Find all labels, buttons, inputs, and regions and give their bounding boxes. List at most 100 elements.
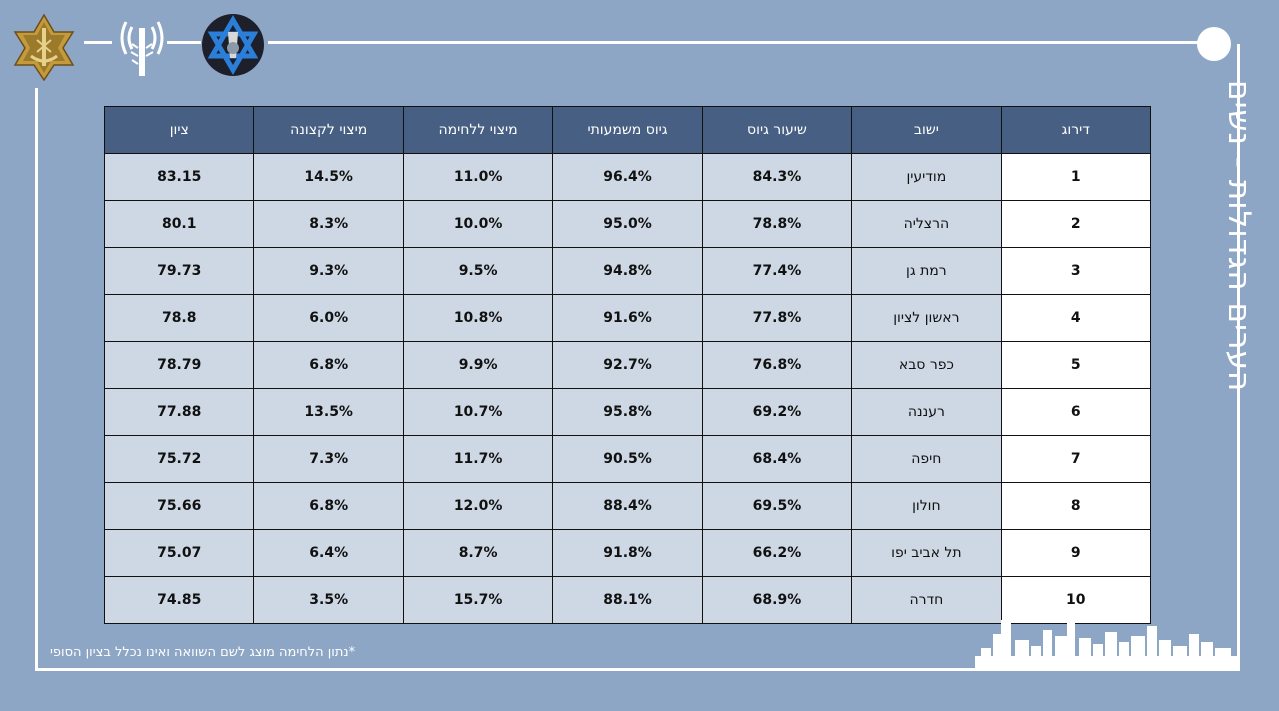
cell-rank: 5 xyxy=(1000,341,1152,389)
cell-city: רעננה xyxy=(851,388,1002,436)
page-title: הערים הגדולות - נשים xyxy=(1221,80,1257,393)
frame-circle-ornament xyxy=(1197,27,1231,61)
cell-combat-utilization: 12.0% xyxy=(402,482,554,530)
cell-city: מודיעין xyxy=(851,153,1002,201)
cell-officer-utilization: 7.3% xyxy=(253,435,404,483)
cell-rank: 9 xyxy=(1000,529,1152,577)
cell-meaningful-enlistment: 95.8% xyxy=(552,388,703,436)
cell-rank: 8 xyxy=(1000,482,1152,530)
ranking-table: דירוג ישוב שיעור גיוס גיוס משמעותי מיצוי ללח… xyxy=(103,106,1152,624)
table-row: 7 חיפה 68.4% 90.5% 11.7% 7.3% 75.72 xyxy=(103,435,1152,483)
cell-meaningful-enlistment: 95.0% xyxy=(552,200,703,248)
table-body: 1 מודיעין 84.3% 96.4% 11.0% 14.5% 83.15 2 הרצליה… xyxy=(103,153,1152,624)
cell-rank: 6 xyxy=(1000,388,1152,436)
cell-enlistment-rate: 69.5% xyxy=(701,482,853,530)
cell-combat-utilization: 9.5% xyxy=(402,247,554,295)
table-header-row: דירוג ישוב שיעור גיוס גיוס משמעותי מיצוי ללח… xyxy=(103,106,1152,154)
cell-score: 77.88 xyxy=(103,388,255,436)
column-header-combat-utilization: מיצוי ללחימה xyxy=(402,106,554,154)
cell-combat-utilization: 10.0% xyxy=(402,200,554,248)
cell-officer-utilization: 6.4% xyxy=(253,529,404,577)
cell-score: 75.72 xyxy=(103,435,255,483)
cell-rank: 1 xyxy=(1000,153,1152,201)
cell-score: 75.07 xyxy=(103,529,255,577)
cell-combat-utilization: 11.7% xyxy=(402,435,554,483)
cell-rank: 10 xyxy=(1000,576,1152,624)
cell-city: ראשון לציון xyxy=(851,294,1002,342)
column-header-meaningful-enlistment: גיוס משמעותי xyxy=(552,106,703,154)
cell-meaningful-enlistment: 91.6% xyxy=(552,294,703,342)
footnote: *נתון הלחימה מוצג לשם השוואה ואינו נכלל … xyxy=(50,645,356,660)
cell-city: רמת גן xyxy=(851,247,1002,295)
column-header-enlistment-rate: שיעור גיוס xyxy=(701,106,853,154)
column-header-rank: דירוג xyxy=(1000,106,1152,154)
cell-rank: 7 xyxy=(1000,435,1152,483)
frame-top-line xyxy=(268,41,1198,44)
cell-enlistment-rate: 77.4% xyxy=(701,247,853,295)
cell-city: כפר סבא xyxy=(851,341,1002,389)
cell-meaningful-enlistment: 91.8% xyxy=(552,529,703,577)
cell-officer-utilization: 14.5% xyxy=(253,153,404,201)
cell-meaningful-enlistment: 96.4% xyxy=(552,153,703,201)
table-row: 9 תל אביב יפו 66.2% 91.8% 8.7% 6.4% 75.07 xyxy=(103,529,1152,577)
cell-officer-utilization: 9.3% xyxy=(253,247,404,295)
frame-top-line-left xyxy=(84,41,112,44)
cell-enlistment-rate: 68.4% xyxy=(701,435,853,483)
antenna-icon xyxy=(120,21,164,76)
cell-score: 75.66 xyxy=(103,482,255,530)
frame-right-line xyxy=(1237,44,1240,669)
cell-city: תל אביב יפו xyxy=(851,529,1002,577)
cell-enlistment-rate: 77.8% xyxy=(701,294,853,342)
cell-combat-utilization: 8.7% xyxy=(402,529,554,577)
cell-meaningful-enlistment: 88.1% xyxy=(552,576,703,624)
cell-enlistment-rate: 66.2% xyxy=(701,529,853,577)
cell-combat-utilization: 15.7% xyxy=(402,576,554,624)
city-skyline-icon xyxy=(975,612,1237,670)
cell-enlistment-rate: 68.9% xyxy=(701,576,853,624)
cell-score: 79.73 xyxy=(103,247,255,295)
cell-enlistment-rate: 69.2% xyxy=(701,388,853,436)
cell-meaningful-enlistment: 90.5% xyxy=(552,435,703,483)
cell-score: 80.1 xyxy=(103,200,255,248)
cell-combat-utilization: 11.0% xyxy=(402,153,554,201)
cell-score: 78.8 xyxy=(103,294,255,342)
cell-combat-utilization: 9.9% xyxy=(402,341,554,389)
cell-officer-utilization: 6.8% xyxy=(253,341,404,389)
table-row: 8 חולון 69.5% 88.4% 12.0% 6.8% 75.66 xyxy=(103,482,1152,530)
cell-meaningful-enlistment: 92.7% xyxy=(552,341,703,389)
cell-score: 78.79 xyxy=(103,341,255,389)
frame-top-line-mid xyxy=(167,41,201,44)
table-row: 10 חדרה 68.9% 88.1% 15.7% 3.5% 74.85 xyxy=(103,576,1152,624)
cell-score: 74.85 xyxy=(103,576,255,624)
idf-emblem-icon xyxy=(13,13,75,82)
cell-rank: 2 xyxy=(1000,200,1152,248)
cell-score: 83.15 xyxy=(103,153,255,201)
cell-meaningful-enlistment: 94.8% xyxy=(552,247,703,295)
cell-city: הרצליה xyxy=(851,200,1002,248)
table-row: 4 ראשון לציון 77.8% 91.6% 10.8% 6.0% 78.8 xyxy=(103,294,1152,342)
cell-officer-utilization: 6.0% xyxy=(253,294,404,342)
cell-combat-utilization: 10.8% xyxy=(402,294,554,342)
cell-city: חולון xyxy=(851,482,1002,530)
cell-enlistment-rate: 78.8% xyxy=(701,200,853,248)
cell-officer-utilization: 3.5% xyxy=(253,576,404,624)
frame-bottom-line xyxy=(35,668,1240,671)
table-row: 5 כפר סבא 76.8% 92.7% 9.9% 6.8% 78.79 xyxy=(103,341,1152,389)
table-row: 6 רעננה 69.2% 95.8% 10.7% 13.5% 77.88 xyxy=(103,388,1152,436)
frame-left-line xyxy=(35,88,38,671)
cell-city: חדרה xyxy=(851,576,1002,624)
cell-meaningful-enlistment: 88.4% xyxy=(552,482,703,530)
cell-rank: 4 xyxy=(1000,294,1152,342)
table-row: 1 מודיעין 84.3% 96.4% 11.0% 14.5% 83.15 xyxy=(103,153,1152,201)
table-row: 2 הרצליה 78.8% 95.0% 10.0% 8.3% 80.1 xyxy=(103,200,1152,248)
column-header-officer-utilization: מיצוי לקצונה xyxy=(253,106,404,154)
table-row: 3 רמת גן 77.4% 94.8% 9.5% 9.3% 79.73 xyxy=(103,247,1152,295)
cell-city: חיפה xyxy=(851,435,1002,483)
cell-officer-utilization: 8.3% xyxy=(253,200,404,248)
column-header-city: ישוב xyxy=(851,106,1002,154)
cell-rank: 3 xyxy=(1000,247,1152,295)
cell-officer-utilization: 13.5% xyxy=(253,388,404,436)
cell-enlistment-rate: 84.3% xyxy=(701,153,853,201)
column-header-score: ציון xyxy=(103,106,255,154)
cell-combat-utilization: 10.7% xyxy=(402,388,554,436)
